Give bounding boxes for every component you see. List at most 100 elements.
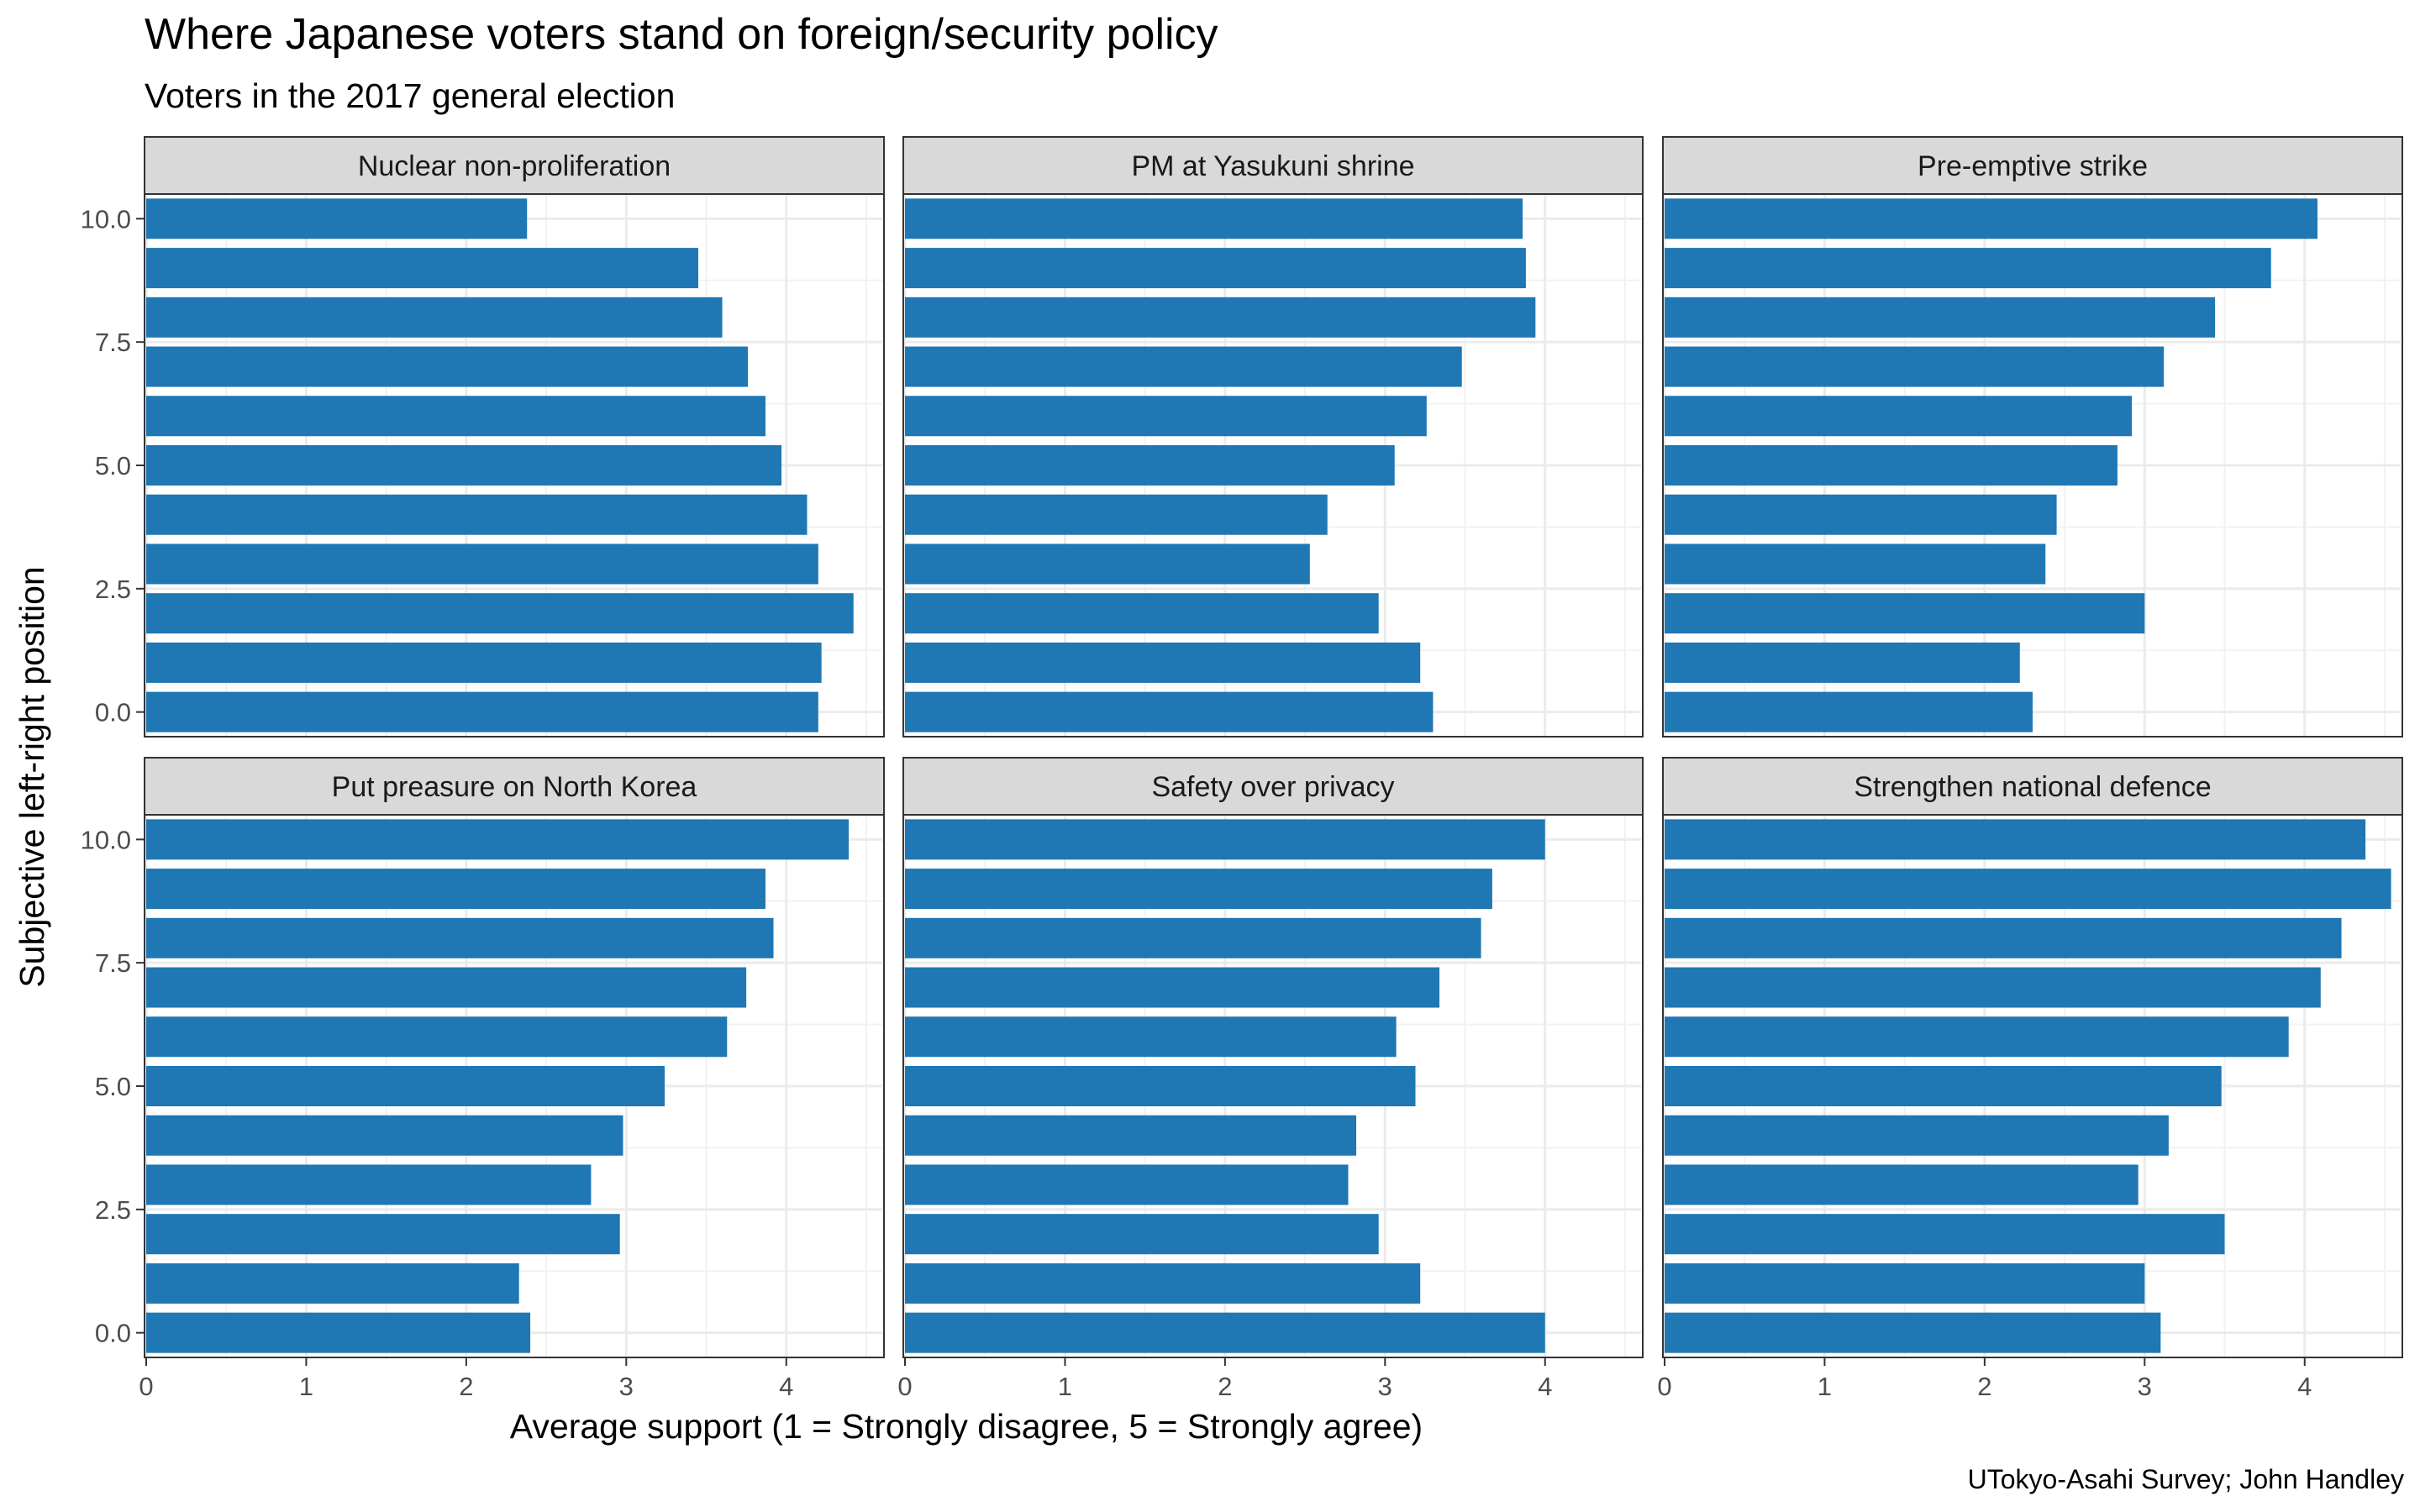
- bar: [905, 396, 1427, 437]
- bar: [146, 396, 765, 437]
- x-tick-label: 4: [1538, 1372, 1552, 1401]
- bar: [1665, 1312, 2161, 1353]
- x-tick-label: 0: [1657, 1372, 1671, 1401]
- y-tick-label: 2.5: [95, 1195, 131, 1225]
- facet-strip-label: Safety over privacy: [1151, 771, 1394, 803]
- bar: [905, 819, 1545, 860]
- bar: [905, 869, 1492, 910]
- facet-panels: Nuclear non-proliferation 0.0 2.5 5.0 7.5 10.…: [81, 136, 2403, 1401]
- bar: [1665, 346, 2165, 387]
- x-tick-label: 1: [1058, 1372, 1072, 1401]
- bar: [146, 1164, 592, 1205]
- bar: [905, 1263, 1421, 1304]
- y-tick-label: 7.5: [95, 328, 131, 357]
- chart-title: Where Japanese voters stand on foreign/s…: [145, 10, 1218, 59]
- x-tick-label: 1: [299, 1372, 313, 1401]
- facet-panel: Safety over privacy 0 1 2 3 4: [897, 757, 1644, 1401]
- bar: [905, 1016, 1397, 1058]
- y-tick-label: 0.0: [95, 1319, 131, 1348]
- bar: [146, 642, 822, 683]
- facet-strip: [1662, 136, 2403, 195]
- bar: [905, 642, 1421, 683]
- bar: [905, 494, 1328, 535]
- bar: [146, 819, 850, 860]
- facet-strip: [144, 136, 885, 195]
- bar: [1665, 917, 2342, 958]
- x-tick-label: 1: [1818, 1372, 1832, 1401]
- bar: [905, 1164, 1349, 1205]
- bar: [905, 297, 1536, 338]
- bar: [905, 691, 1434, 732]
- panel-border: [902, 193, 1644, 738]
- bar: [1665, 593, 2145, 634]
- bar: [1665, 1066, 2222, 1106]
- bar: [1665, 445, 2118, 486]
- bar: [146, 1214, 620, 1255]
- bar: [146, 967, 747, 1008]
- bar: [905, 1115, 1357, 1156]
- bar: [1665, 967, 2321, 1008]
- bar: [905, 967, 1440, 1008]
- y-tick-label: 10.0: [81, 825, 131, 854]
- bar: [146, 248, 698, 289]
- panel-border: [902, 814, 1644, 1358]
- bar: [905, 1066, 1416, 1106]
- bar: [905, 248, 1526, 289]
- bar: [146, 917, 774, 958]
- bar: [1665, 494, 2057, 535]
- facet-panel: Strengthen national defence 0 1 2 3 4: [1657, 757, 2403, 1401]
- chart-subtitle: Voters in the 2017 general election: [145, 76, 675, 115]
- facet-strip: [144, 757, 885, 816]
- x-tick-label: 2: [1977, 1372, 1991, 1401]
- bar: [1665, 691, 2033, 732]
- bar: [146, 1016, 728, 1058]
- bar: [146, 297, 723, 338]
- x-tick-label: 3: [619, 1372, 634, 1401]
- bar: [905, 543, 1310, 585]
- facet-panel: Put preasure on North Korea 0.0 2.5 5.0 7.5 1…: [81, 757, 885, 1401]
- facet-strip: [902, 136, 1644, 195]
- bar: [905, 198, 1523, 239]
- chart-caption: UTokyo-Asahi Survey; John Handley: [1968, 1464, 2404, 1494]
- x-tick-label: 3: [2138, 1372, 2152, 1401]
- bar: [905, 593, 1379, 634]
- bar: [1665, 248, 2271, 289]
- bar: [905, 346, 1462, 387]
- bar: [1665, 198, 2317, 239]
- facet-strip-label: PM at Yasukuni shrine: [1131, 150, 1414, 182]
- panel-border: [1662, 193, 2403, 738]
- bar: [905, 445, 1395, 486]
- bar: [905, 917, 1481, 958]
- panel-border: [1662, 814, 2403, 1358]
- y-tick-label: 2.5: [95, 575, 131, 604]
- x-tick-label: 4: [779, 1372, 793, 1401]
- bar: [146, 691, 818, 732]
- bar: [1665, 1115, 2169, 1156]
- y-tick-label: 7.5: [95, 948, 131, 978]
- bar: [1665, 1016, 2289, 1058]
- bar: [146, 445, 782, 486]
- y-tick-label: 5.0: [95, 451, 131, 480]
- facet-strip-label: Nuclear non-proliferation: [358, 150, 671, 182]
- bar: [146, 198, 528, 239]
- bar: [146, 1312, 531, 1353]
- x-tick-label: 2: [459, 1372, 473, 1401]
- y-axis-label: Subjective left-right position: [13, 566, 51, 987]
- x-tick-label: 4: [2297, 1372, 2312, 1401]
- bar: [146, 869, 765, 910]
- y-tick-label: 5.0: [95, 1072, 131, 1101]
- bar: [1665, 869, 2391, 910]
- x-tick-label: 3: [1378, 1372, 1392, 1401]
- bar: [146, 593, 854, 634]
- bar: [1665, 819, 2366, 860]
- facet-strip: [902, 757, 1644, 816]
- facet-strip-label: Pre-emptive strike: [1918, 150, 2148, 182]
- facet-strip-label: Strengthen national defence: [1854, 771, 2211, 803]
- bar: [146, 1115, 623, 1156]
- bar: [1665, 1164, 2139, 1205]
- bar: [1665, 396, 2133, 437]
- x-tick-label: 2: [1218, 1372, 1232, 1401]
- bar: [146, 346, 749, 387]
- facet-panel: PM at Yasukuni shrine: [902, 136, 1644, 738]
